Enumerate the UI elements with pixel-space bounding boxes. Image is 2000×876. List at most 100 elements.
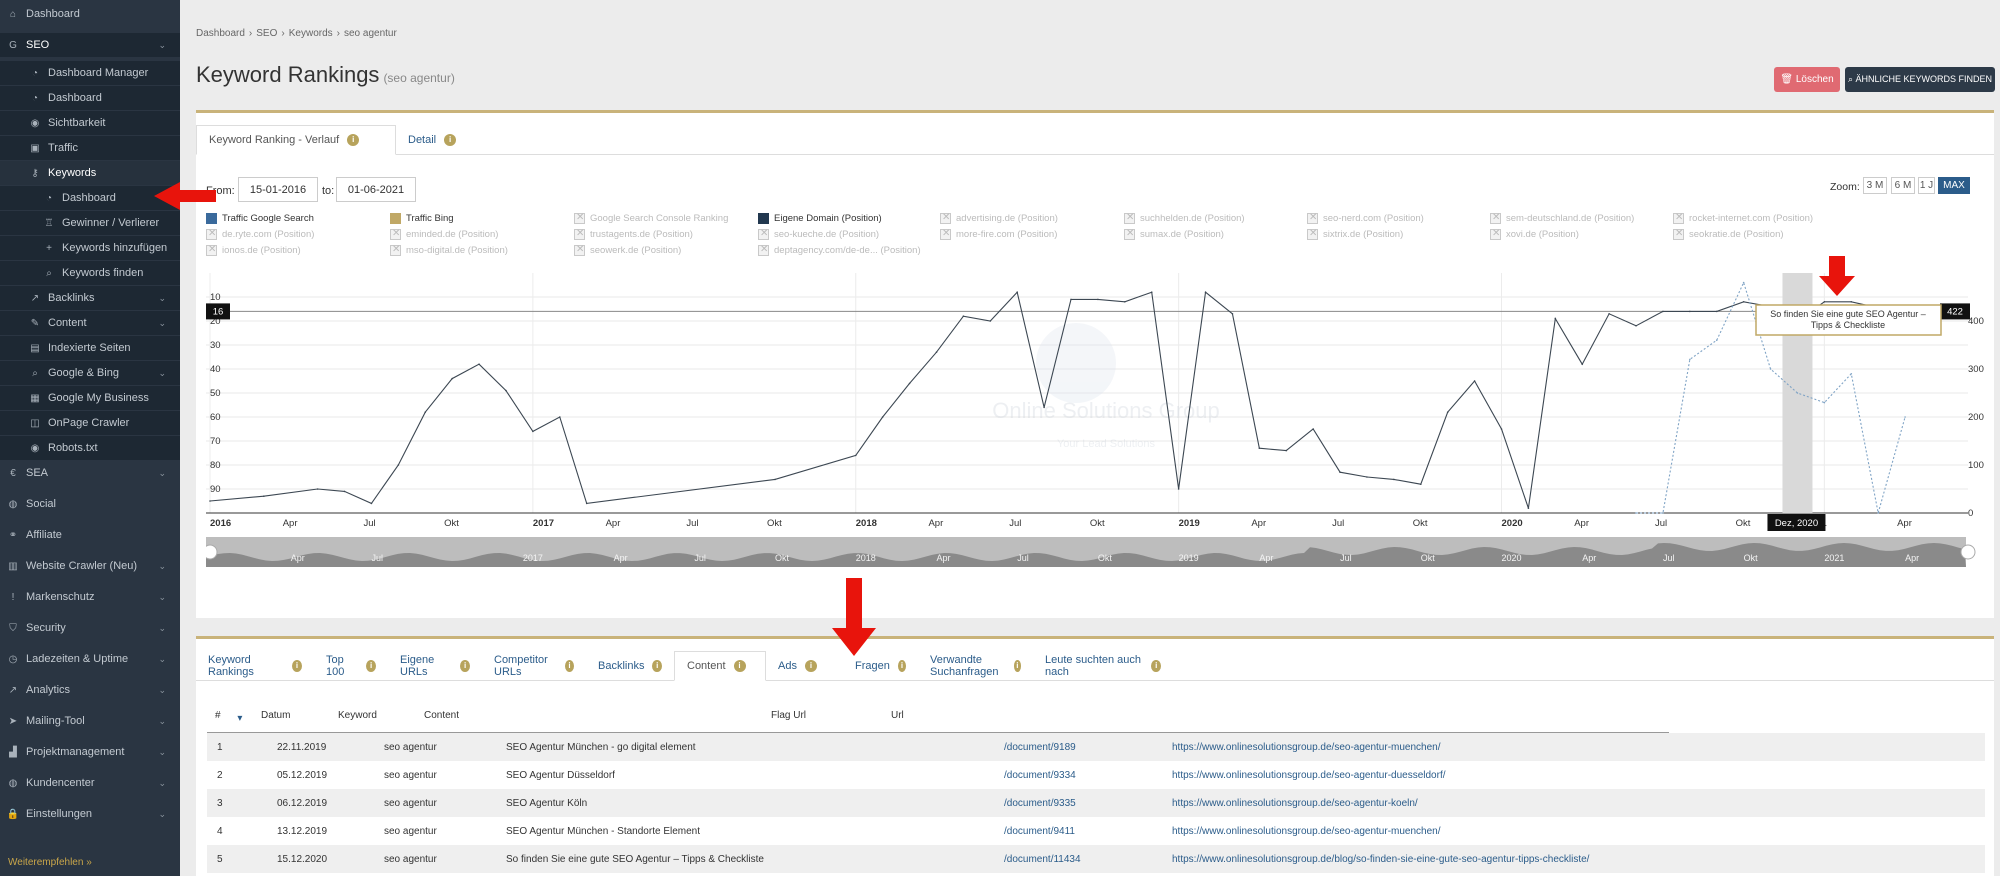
legend-item[interactable]: ✕ sumax.de (Position) [1124,228,1224,240]
data-point[interactable] [1204,291,1207,293]
data-point[interactable] [1742,301,1745,303]
data-point[interactable] [1850,301,1853,303]
data-point[interactable] [1016,291,1018,293]
data-point[interactable] [532,430,534,433]
data-point[interactable] [1715,339,1718,341]
tab-fragen[interactable]: Fragen i [843,651,918,681]
info-icon[interactable]: i [804,660,817,672]
row-url[interactable]: https://www.onlinesolutionsgroup.de/blog… [1172,854,1590,865]
sidebar-item-social[interactable]: ◍ Social [0,492,180,516]
info-icon[interactable]: i [347,134,360,146]
legend-item[interactable]: ✕ sem-deutschland.de (Position) [1490,212,1634,224]
data-point[interactable] [1581,363,1584,365]
tab-top-100[interactable]: Top 100 i [314,651,388,681]
data-point[interactable] [424,411,427,413]
sidebar-item-seo[interactable]: G SEO ⌄ [0,33,180,57]
data-point[interactable] [1339,471,1341,473]
info-icon[interactable]: i [1151,660,1161,672]
row-url[interactable]: https://www.onlinesolutionsgroup.de/seo-… [1172,770,1446,781]
tab-competitor-urls[interactable]: Competitor URLs i [482,651,586,681]
column-header[interactable]: Keyword [338,710,377,721]
data-point[interactable] [1258,447,1261,449]
tab-ads[interactable]: Ads i [766,651,843,681]
data-point[interactable] [1446,411,1449,413]
legend-item[interactable]: ✕ de.ryte.com (Position) [206,228,314,240]
breadcrumb-item[interactable]: Dashboard [196,28,245,39]
zoom-3m-button[interactable]: 3 M [1863,177,1887,194]
info-icon[interactable]: i [292,660,302,672]
breadcrumb-item[interactable]: SEO [256,28,278,39]
to-date-input[interactable]: 01-06-2021 [336,177,416,202]
zoom-1j-button[interactable]: 1 J [1918,177,1935,194]
data-point[interactable] [505,389,507,392]
data-point[interactable] [585,502,588,505]
sidebar-item-affiliate[interactable]: ⚭ Affiliate [0,523,180,547]
data-point[interactable] [989,320,992,322]
legend-item[interactable]: ✕ eminded.de (Position) [390,228,498,240]
data-point[interactable] [1554,317,1557,320]
sidebar-item-security[interactable]: ⛉ Security ⌄ [0,616,180,640]
legend-item[interactable]: ✕ rocket-internet.com (Position) [1673,212,1813,224]
data-point[interactable] [881,416,884,418]
row-flag-url[interactable]: /document/9189 [1004,742,1076,753]
legend-item[interactable]: ✕ deptagency.com/de-de... (Position) [758,244,921,256]
sidebar-item-keywords-finden[interactable]: ⌕ Keywords finden [0,261,180,285]
data-point[interactable] [1043,406,1045,409]
data-point[interactable] [854,454,857,457]
table-row[interactable]: 1 22.11.2019 seo agentur SEO Agentur Münche… [207,733,1985,761]
data-point[interactable] [1742,281,1745,284]
info-icon[interactable]: i [565,660,574,672]
data-point[interactable] [1715,310,1718,313]
from-date-input[interactable]: 15-01-2016 [238,177,318,202]
data-point[interactable] [1070,298,1072,301]
legend-item[interactable]: ✕ suchhelden.de (Position) [1124,212,1245,224]
legend-item[interactable]: ✕ seowerk.de (Position) [574,244,681,256]
data-point[interactable] [397,464,400,466]
zoom-6m-button[interactable]: 6 M [1891,177,1915,194]
legend-item[interactable]: ✕ xovi.de (Position) [1490,228,1579,240]
sidebar-item-robots-txt[interactable]: ◉ Robots.txt [0,436,180,460]
legend-item[interactable]: ✕ trustagents.de (Position) [574,228,693,240]
data-point[interactable] [1904,416,1906,418]
column-header[interactable]: # ▾ [215,710,242,724]
data-point[interactable] [908,382,911,385]
tab-keyword-rankings[interactable]: Keyword Rankings i [196,651,314,681]
legend-item[interactable]: Traffic Google Search [206,213,314,224]
info-icon[interactable]: i [366,660,376,672]
row-flag-url[interactable]: /document/9334 [1004,770,1076,781]
row-url[interactable]: https://www.onlinesolutionsgroup.de/seo-… [1172,742,1441,753]
sort-desc-icon[interactable]: ▾ [234,713,243,724]
info-icon[interactable]: i [1013,660,1021,672]
column-header[interactable]: Datum [261,710,290,721]
data-point[interactable] [1500,428,1503,430]
data-point[interactable] [1419,483,1422,485]
legend-item[interactable]: ✕ seo-nerd.com (Position) [1307,212,1424,224]
data-point[interactable] [1796,392,1799,394]
data-point[interactable] [1662,310,1664,313]
data-point[interactable] [1850,373,1853,375]
info-icon[interactable]: i [733,660,746,672]
info-icon[interactable]: i [444,134,457,146]
data-point[interactable] [1177,488,1180,490]
legend-item[interactable]: Eigene Domain (Position) [758,213,882,224]
tab-keyword-ranking-verlauf[interactable]: Keyword Ranking - Verlauf i [196,125,396,155]
legend-item[interactable]: ✕ seo-kueche.de (Position) [758,228,879,240]
sidebar-item-backlinks[interactable]: ↗ Backlinks ⌄ [0,286,180,310]
data-point[interactable] [558,416,561,418]
sidebar-item-dashboard[interactable]: ⌂ Dashboard [0,2,180,26]
sidebar-item-sea[interactable]: € SEA ⌄ [0,461,180,485]
recommend-link[interactable]: Weiterempfehlen » [8,857,92,868]
data-point[interactable] [1285,449,1288,452]
data-point[interactable] [1124,301,1126,303]
range-navigator[interactable]: Apr Jul 2017 Apr Jul Okt 2018 Apr Jul Okt 2019 Apr J… [206,537,1976,567]
column-header[interactable]: Flag Url [771,710,806,721]
sidebar-item-einstellungen[interactable]: 🔒 Einstellungen ⌄ [0,802,180,826]
sidebar-item-mailing-tool[interactable]: ➤ Mailing-Tool ⌄ [0,709,180,733]
sidebar-item-keywords-hinzuf-gen[interactable]: + Keywords hinzufügen [0,236,180,260]
legend-item[interactable]: ✕ mso-digital.de (Position) [390,244,508,256]
data-point[interactable] [263,495,265,497]
data-point[interactable] [1823,401,1826,404]
data-point[interactable] [1097,298,1099,301]
data-point[interactable] [962,315,965,317]
column-header[interactable]: Url [891,710,904,721]
